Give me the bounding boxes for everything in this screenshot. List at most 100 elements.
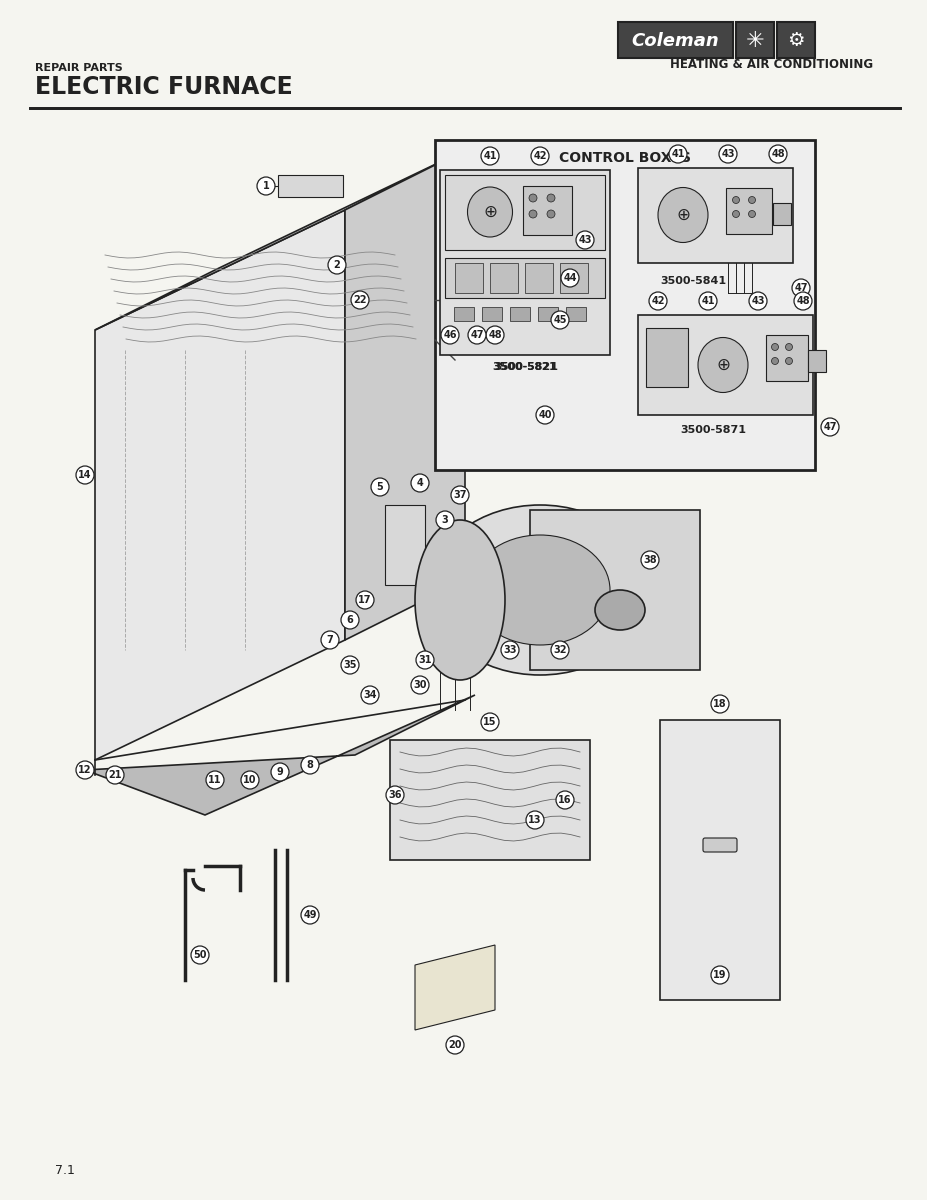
- Text: 49: 49: [303, 910, 317, 920]
- Circle shape: [361, 686, 379, 704]
- Text: 3: 3: [441, 515, 449, 526]
- Circle shape: [241, 770, 259, 790]
- FancyBboxPatch shape: [510, 307, 530, 320]
- FancyBboxPatch shape: [390, 740, 590, 860]
- FancyBboxPatch shape: [385, 505, 425, 584]
- Text: 45: 45: [553, 314, 566, 325]
- Circle shape: [321, 631, 339, 649]
- Text: 44: 44: [564, 272, 577, 283]
- Text: 48: 48: [489, 330, 502, 340]
- Circle shape: [748, 197, 756, 204]
- Text: 3500-5821: 3500-5821: [494, 362, 556, 372]
- Circle shape: [529, 210, 537, 218]
- Text: 22: 22: [353, 295, 367, 305]
- Text: 19: 19: [713, 970, 727, 980]
- Circle shape: [785, 343, 793, 350]
- Text: 36: 36: [388, 790, 401, 800]
- Circle shape: [792, 278, 810, 296]
- Circle shape: [641, 551, 659, 569]
- Text: 48: 48: [796, 296, 810, 306]
- Text: 30: 30: [413, 680, 426, 690]
- FancyBboxPatch shape: [538, 307, 558, 320]
- Circle shape: [771, 358, 779, 365]
- Circle shape: [106, 766, 124, 784]
- Text: 7: 7: [326, 635, 334, 646]
- Circle shape: [551, 311, 569, 329]
- Text: 12: 12: [78, 766, 92, 775]
- Circle shape: [501, 641, 519, 659]
- Circle shape: [536, 406, 554, 424]
- FancyBboxPatch shape: [482, 307, 502, 320]
- FancyBboxPatch shape: [455, 263, 483, 293]
- Circle shape: [561, 269, 579, 287]
- Text: 42: 42: [652, 296, 665, 306]
- FancyBboxPatch shape: [646, 328, 688, 386]
- FancyBboxPatch shape: [523, 186, 572, 235]
- Ellipse shape: [658, 187, 708, 242]
- FancyBboxPatch shape: [530, 510, 700, 670]
- Text: CONTROL BOXES: CONTROL BOXES: [559, 151, 691, 164]
- Circle shape: [191, 946, 209, 964]
- Text: ⚙: ⚙: [787, 31, 805, 50]
- Circle shape: [436, 511, 454, 529]
- Text: 2: 2: [334, 260, 340, 270]
- Circle shape: [441, 326, 459, 344]
- FancyBboxPatch shape: [777, 22, 815, 58]
- FancyBboxPatch shape: [618, 22, 733, 58]
- FancyBboxPatch shape: [278, 175, 343, 197]
- Text: 34: 34: [363, 690, 376, 700]
- Circle shape: [271, 763, 289, 781]
- Polygon shape: [95, 150, 465, 330]
- Circle shape: [468, 326, 486, 344]
- Text: 47: 47: [823, 422, 837, 432]
- Circle shape: [301, 906, 319, 924]
- Circle shape: [771, 343, 779, 350]
- Text: 31: 31: [418, 655, 432, 665]
- Text: 15: 15: [483, 716, 497, 727]
- Text: 33: 33: [503, 646, 516, 655]
- Text: Coleman: Coleman: [631, 32, 718, 50]
- FancyBboxPatch shape: [440, 170, 610, 355]
- Circle shape: [732, 210, 740, 217]
- Text: 41: 41: [671, 149, 685, 158]
- Text: 5: 5: [376, 482, 384, 492]
- Text: 16: 16: [558, 794, 572, 805]
- Circle shape: [206, 770, 224, 790]
- Circle shape: [769, 145, 787, 163]
- Circle shape: [785, 358, 793, 365]
- Circle shape: [529, 194, 537, 202]
- Circle shape: [411, 474, 429, 492]
- Text: 7.1: 7.1: [55, 1164, 75, 1176]
- Text: ✳: ✳: [745, 31, 765, 50]
- Circle shape: [411, 676, 429, 694]
- Circle shape: [699, 292, 717, 310]
- Text: 21: 21: [108, 770, 121, 780]
- FancyBboxPatch shape: [490, 263, 518, 293]
- Circle shape: [76, 466, 94, 484]
- Text: ⊕: ⊕: [483, 203, 497, 221]
- Circle shape: [76, 761, 94, 779]
- Circle shape: [748, 210, 756, 217]
- Circle shape: [451, 486, 469, 504]
- Text: 9: 9: [276, 767, 284, 778]
- Polygon shape: [85, 695, 475, 815]
- Text: 35: 35: [343, 660, 357, 670]
- Circle shape: [821, 418, 839, 436]
- Ellipse shape: [595, 590, 645, 630]
- FancyBboxPatch shape: [660, 720, 780, 1000]
- Circle shape: [416, 650, 434, 670]
- Circle shape: [526, 811, 544, 829]
- Text: HEATING & AIR CONDITIONING: HEATING & AIR CONDITIONING: [670, 58, 873, 71]
- Circle shape: [486, 326, 504, 344]
- Text: 47: 47: [794, 283, 807, 293]
- Ellipse shape: [430, 505, 650, 674]
- Text: 3500-5821: 3500-5821: [492, 362, 558, 372]
- Circle shape: [547, 194, 555, 202]
- Circle shape: [446, 1036, 464, 1054]
- Ellipse shape: [467, 187, 513, 236]
- Circle shape: [669, 145, 687, 163]
- Polygon shape: [415, 946, 495, 1030]
- Text: 43: 43: [578, 235, 591, 245]
- Text: ELECTRIC FURNACE: ELECTRIC FURNACE: [35, 74, 293, 98]
- Circle shape: [341, 656, 359, 674]
